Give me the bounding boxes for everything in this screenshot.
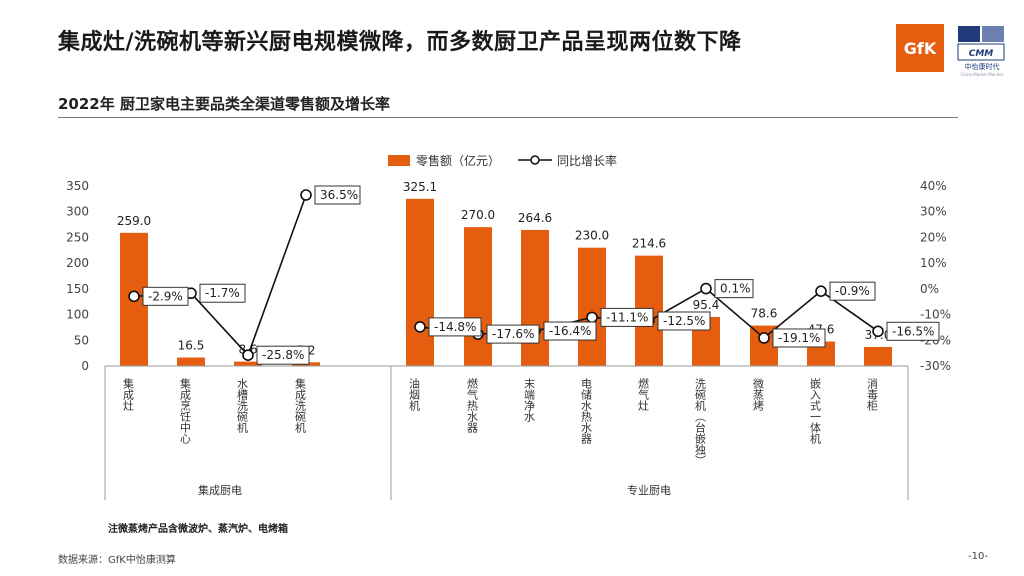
category-group-label: 专业厨电 (627, 483, 671, 497)
x-tick-label: 消毒柜 (866, 377, 879, 412)
growth-point (128, 290, 140, 303)
growth-value-label: -2.9% (148, 289, 183, 303)
y-right-tick-label: 10% (920, 256, 947, 270)
growth-value-label: -11.1% (606, 310, 648, 324)
y-right-tick-label: -30% (920, 359, 951, 373)
growth-value-label: -0.9% (835, 284, 870, 298)
bar-value-label: 259.0 (117, 214, 151, 228)
legend-bar-label: 零售额（亿元） (416, 153, 500, 168)
bar-value-label: 270.0 (461, 208, 495, 222)
data-source: 数据来源：GfK中怡康测算 (58, 555, 176, 566)
title-divider (58, 117, 958, 118)
y-right-tick-label: 40% (920, 179, 947, 193)
y-left-tick-label: 350 (66, 179, 89, 193)
growth-point (414, 321, 426, 333)
growth-point (700, 282, 712, 295)
x-tick-label: 电储水热水器 (580, 378, 593, 445)
growth-label-box (486, 324, 540, 344)
bar (234, 361, 262, 366)
bar-value-label: 325.1 (403, 180, 437, 194)
y-left-tick-label: 0 (81, 359, 89, 373)
x-tick-label: 油烟机 (408, 377, 421, 411)
growth-label-box (600, 307, 654, 327)
growth-value-label: 0.1% (720, 282, 751, 296)
y-right-tick-label: 30% (920, 205, 947, 219)
cmm-logo: CMM (957, 26, 1005, 61)
x-tick-label: 嵌入式一体机 (809, 378, 822, 444)
growth-point (586, 311, 598, 324)
x-tick-label: 微蒸烤 (752, 377, 765, 412)
cmm-logo-text: CMM (969, 49, 994, 59)
growth-label-box (543, 321, 597, 341)
y-left-tick-label: 300 (66, 205, 89, 219)
y-left-tick-label: 100 (66, 308, 89, 322)
growth-line (133, 194, 307, 357)
growth-point (872, 325, 884, 338)
growth-value-label: 36.5% (320, 188, 358, 202)
x-tick-label: 集成洗碗机 (294, 377, 307, 433)
cmm-logo-subtitle: China Market Monitor (960, 72, 1004, 77)
growth-value-label: -16.5% (892, 324, 934, 338)
growth-point (300, 189, 312, 201)
growth-label-box (199, 283, 246, 303)
legend-line-label: 同比增长率 (557, 153, 617, 168)
x-tick-label: 燃气热水器 (466, 377, 479, 434)
bar (864, 346, 892, 366)
page-number: -10- (968, 551, 988, 562)
growth-value-label: -1.7% (205, 286, 240, 300)
growth-value-label: -19.1% (778, 331, 820, 345)
y-left-tick-label: 50 (74, 333, 89, 347)
bar-value-label: 16.5 (178, 339, 205, 353)
bar (406, 198, 434, 366)
bar (177, 357, 205, 366)
x-tick-label: 洗碗机（台嵌独） (694, 378, 707, 466)
bar-value-label: 264.6 (518, 211, 552, 225)
bar-value-label: 95.4 (693, 298, 720, 312)
bar-value-label: 214.6 (632, 237, 666, 251)
growth-label-box (886, 321, 940, 341)
bar (521, 229, 549, 366)
growth-label-box (314, 185, 361, 205)
x-tick-label: 水槽洗碗机 (236, 378, 249, 433)
legend-bar-swatch (388, 155, 410, 166)
y-left-tick-label: 200 (66, 256, 89, 270)
growth-label-box (428, 317, 482, 337)
y-right-tick-label: 0% (920, 282, 939, 296)
growth-label-box (829, 281, 876, 301)
growth-label-box (256, 345, 310, 365)
chart-title: 2022年 厨卫家电主要品类全渠道零售额及增长率 (58, 95, 390, 113)
bar-value-label: 78.6 (751, 307, 778, 321)
category-group-label: 集成厨电 (198, 483, 242, 497)
x-tick-label: 燃气灶 (637, 377, 650, 412)
page-title: 集成灶/洗碗机等新兴厨电规模微降，而多数厨卫产品呈现两位数下降 (58, 30, 742, 55)
y-right-tick-label: 20% (920, 230, 947, 244)
y-right-tick-label: -10% (920, 308, 951, 322)
growth-label-box (772, 328, 826, 348)
y-left-tick-label: 150 (66, 282, 89, 296)
growth-label-box (142, 286, 189, 306)
chart-footnote: 注微蒸烤产品含微波炉、蒸汽炉、电烤箱 (108, 524, 288, 535)
bar (464, 227, 492, 366)
x-tick-label: 集成灶 (122, 377, 135, 412)
growth-value-label: -16.4% (549, 324, 591, 338)
growth-point (815, 285, 827, 297)
gfk-logo: GfK (896, 24, 944, 72)
bar (578, 247, 606, 366)
growth-point (242, 349, 254, 362)
bar-value-label: 230.0 (575, 229, 609, 243)
cmm-logo-name: 中怡康时代 (964, 63, 1000, 71)
growth-label-box (714, 279, 754, 299)
x-tick-label: 集成烹饪中心 (179, 377, 192, 444)
growth-value-label: -25.8% (262, 348, 304, 362)
y-left-tick-label: 250 (66, 230, 89, 244)
x-tick-label: 末端净水 (523, 377, 536, 422)
growth-label-box (657, 311, 711, 331)
growth-value-label: -12.5% (663, 314, 705, 328)
legend-line-marker (530, 155, 540, 165)
growth-point (758, 332, 770, 344)
growth-value-label: -17.6% (492, 327, 534, 341)
growth-value-label: -14.8% (434, 320, 476, 334)
